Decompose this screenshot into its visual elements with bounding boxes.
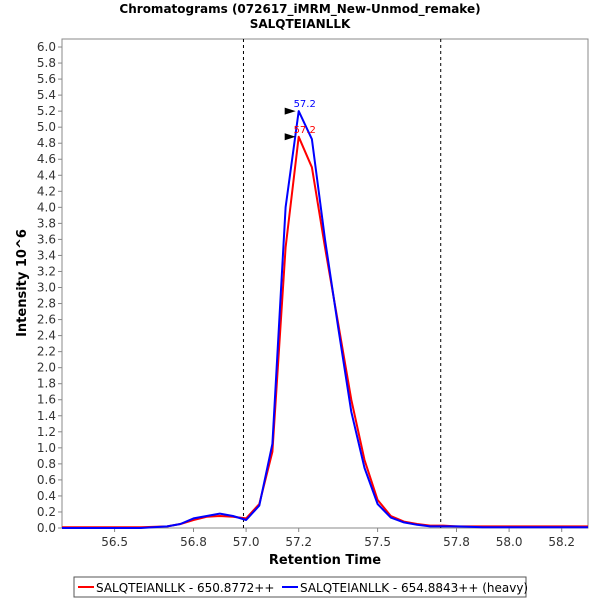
y-tick-label: 4.0 (37, 200, 56, 214)
y-tick-label: 1.0 (37, 441, 56, 455)
y-tick-label: 4.8 (37, 136, 56, 150)
y-tick-label: 2.8 (37, 297, 56, 311)
y-tick-label: 0.0 (37, 521, 56, 535)
legend-entry-light: SALQTEIANLLK - 650.8772++ (96, 581, 274, 595)
x-tick-label: 58.0 (496, 535, 523, 549)
y-tick-label: 3.0 (37, 281, 56, 295)
y-axis-label: Intensity 10^6 (15, 229, 30, 337)
x-axis-label: Retention Time (269, 553, 381, 568)
y-tick-label: 2.4 (37, 329, 56, 343)
y-tick-label: 5.8 (37, 56, 56, 70)
y-tick-label: 1.4 (37, 409, 56, 423)
y-tick-label: 5.0 (37, 120, 56, 134)
y-tick-label: 6.0 (37, 40, 56, 54)
y-tick-label: 0.8 (37, 457, 56, 471)
x-tick-label: 57.2 (285, 535, 312, 549)
legend-box (73, 576, 527, 598)
y-axis-ticks: 0.0 0.2 0.4 0.6 0.8 1.0 1.2 1.4 1.6 1.8 2.0 2.2 2.4 2… (37, 40, 62, 535)
y-tick-label: 5.2 (37, 104, 56, 118)
x-axis-ticks: 56.5 56.8 57.0 57.2 57.5 57.8 58.0 58.2 (101, 528, 575, 549)
series-layer (62, 110, 588, 529)
peak-label-light: 57.2 (294, 125, 316, 136)
x-tick-label: 57.8 (443, 535, 470, 549)
legend: SALQTEIANLLK - 650.8772++ SALQTEIANLLK -… (73, 576, 528, 598)
peak-label-heavy: 57.2 (294, 99, 316, 110)
y-tick-label: 2.0 (37, 361, 56, 375)
x-tick-label: 57.5 (364, 535, 391, 549)
x-tick-label: 56.8 (180, 535, 207, 549)
y-tick-label: 1.2 (37, 425, 56, 439)
y-tick-label: 4.4 (37, 168, 56, 182)
y-tick-label: 5.4 (37, 88, 56, 102)
legend-entry-heavy: SALQTEIANLLK - 654.8843++ (heavy) (300, 581, 528, 595)
chart-title: Chromatograms (072617_iMRM_New-Unmod_rem… (119, 2, 480, 17)
y-tick-label: 2.2 (37, 345, 56, 359)
y-tick-label: 3.8 (37, 216, 56, 230)
y-tick-label: 1.8 (37, 377, 56, 391)
x-tick-label: 58.2 (548, 535, 575, 549)
y-tick-label: 4.6 (37, 152, 56, 166)
y-tick-label: 3.2 (37, 264, 56, 278)
x-tick-label: 57.0 (233, 535, 260, 549)
y-tick-label: 0.6 (37, 473, 56, 487)
peak-marker (284, 133, 296, 141)
y-tick-label: 0.2 (37, 505, 56, 519)
y-tick-label: 1.6 (37, 393, 56, 407)
chart-subtitle: SALQTEIANLLK (250, 17, 351, 31)
y-tick-label: 3.4 (37, 248, 56, 262)
y-tick-label: 3.6 (37, 232, 56, 246)
y-tick-label: 0.4 (37, 489, 56, 503)
y-tick-label: 5.6 (37, 72, 56, 86)
x-tick-label: 56.5 (101, 535, 128, 549)
series-line-heavy (62, 110, 588, 529)
peak-marker (284, 107, 296, 115)
y-tick-label: 4.2 (37, 184, 56, 198)
plot-area (61, 38, 589, 529)
y-tick-label: 2.6 (37, 313, 56, 327)
peak-labels: 57.2 57.2 (284, 99, 316, 141)
